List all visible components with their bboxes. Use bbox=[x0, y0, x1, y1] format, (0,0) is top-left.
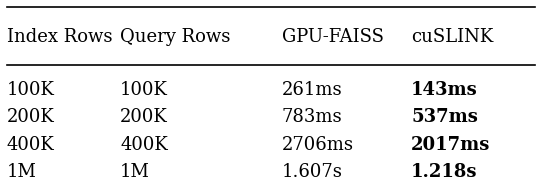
Text: 783ms: 783ms bbox=[282, 108, 343, 126]
Text: 143ms: 143ms bbox=[411, 81, 478, 99]
Text: 100K: 100K bbox=[120, 81, 168, 99]
Text: Query Rows: Query Rows bbox=[120, 28, 230, 46]
Text: 537ms: 537ms bbox=[411, 108, 478, 126]
Text: 1.607s: 1.607s bbox=[282, 163, 343, 181]
Text: 1M: 1M bbox=[120, 163, 150, 181]
Text: 100K: 100K bbox=[7, 81, 55, 99]
Text: 400K: 400K bbox=[7, 136, 55, 154]
Text: 261ms: 261ms bbox=[282, 81, 343, 99]
Text: 1.218s: 1.218s bbox=[411, 163, 478, 181]
Text: 200K: 200K bbox=[120, 108, 168, 126]
Text: 1M: 1M bbox=[7, 163, 37, 181]
Text: 200K: 200K bbox=[7, 108, 55, 126]
Text: Index Rows: Index Rows bbox=[7, 28, 112, 46]
Text: GPU-FAISS: GPU-FAISS bbox=[282, 28, 384, 46]
Text: cuSLINK: cuSLINK bbox=[411, 28, 493, 46]
Text: 400K: 400K bbox=[120, 136, 168, 154]
Text: 2706ms: 2706ms bbox=[282, 136, 354, 154]
Text: 2017ms: 2017ms bbox=[411, 136, 491, 154]
